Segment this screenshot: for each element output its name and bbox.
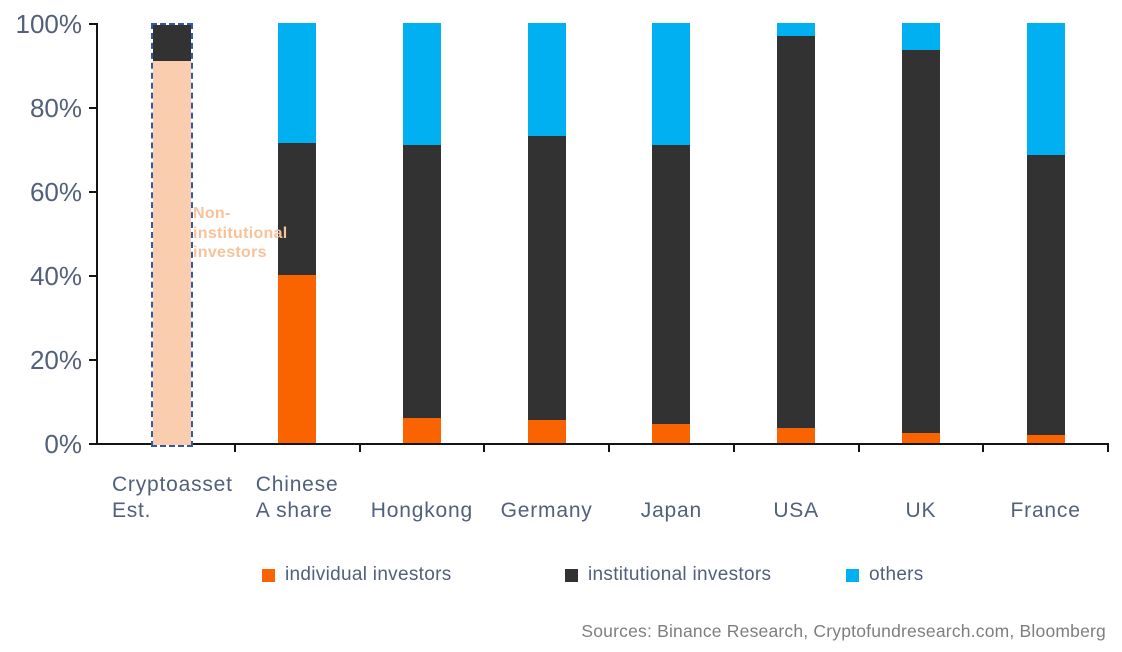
legend-label: institutional investors xyxy=(588,564,772,585)
segment-institutional-investors xyxy=(1026,155,1065,435)
x-axis-label-text: Japan xyxy=(640,498,702,522)
y-axis-tick xyxy=(89,23,97,25)
legend-item-individual-investors: individual investors xyxy=(262,564,452,586)
y-axis-tick-label: 80% xyxy=(29,93,82,123)
bar-hongkong xyxy=(402,23,441,443)
x-axis-tick xyxy=(1107,443,1109,452)
x-axis-label-france: France xyxy=(983,471,1108,523)
x-axis-tick xyxy=(857,443,860,452)
x-axis-label-hongkong: Hongkong xyxy=(360,471,485,523)
legend-swatch-icon xyxy=(262,568,275,582)
legend-item-others: others xyxy=(846,564,924,586)
x-axis-label-uk: UK xyxy=(859,471,984,523)
x-axis-tick xyxy=(608,443,610,452)
segment-institutional-investors xyxy=(527,136,566,420)
x-axis-label-cryptoasset-est: Cryptoasset Est. xyxy=(110,471,235,523)
y-axis-line xyxy=(96,23,98,444)
x-axis-label-germany: Germany xyxy=(484,471,609,523)
x-axis-label-text: Germany xyxy=(500,498,593,522)
bar-japan xyxy=(652,23,691,443)
segment-others xyxy=(278,23,317,143)
x-axis-label-text: France xyxy=(1010,498,1081,522)
bar-uk xyxy=(901,23,940,443)
y-axis-tick xyxy=(89,359,97,361)
x-axis-tick xyxy=(732,443,735,452)
segment-institutional-investors xyxy=(777,35,816,429)
x-axis-tick xyxy=(483,443,486,452)
segment-others xyxy=(402,23,441,145)
segment-institutional-investors xyxy=(278,142,317,275)
x-axis-line xyxy=(96,443,1109,445)
legend-label: others xyxy=(869,564,924,585)
segment-individual-investors xyxy=(402,417,441,443)
segment-institutional-investors xyxy=(153,25,192,61)
x-axis-label-text: UK xyxy=(905,498,937,522)
segment-individual-investors xyxy=(652,424,691,443)
x-axis-tick xyxy=(982,443,985,452)
segment-individual-investors xyxy=(278,275,317,443)
legend-swatch-icon xyxy=(846,568,859,582)
x-axis-tick xyxy=(358,443,361,452)
x-axis-label-text: Chinese A share xyxy=(255,473,339,522)
segment-individual-investors xyxy=(777,428,816,443)
y-axis-tick-label: 40% xyxy=(29,261,82,291)
x-axis-label-text: Hongkong xyxy=(370,498,473,522)
x-axis-label-usa: USA xyxy=(734,471,859,523)
y-axis-tick xyxy=(89,275,97,277)
y-axis-tick-label: 60% xyxy=(29,177,82,207)
segment-others xyxy=(777,23,816,36)
x-axis-label-text: USA xyxy=(773,498,819,522)
x-axis-tick xyxy=(233,443,236,452)
bar-cryptoasset-est xyxy=(151,23,194,447)
segment-individual-investors xyxy=(901,432,940,443)
segment-individual-investors xyxy=(527,419,566,443)
y-axis-tick xyxy=(89,191,97,193)
bar-chinese-a-share xyxy=(278,23,317,443)
bar-usa xyxy=(777,23,816,443)
x-axis-label-japan: Japan xyxy=(609,471,734,523)
source-note: Sources: Binance Research, Cryptofundres… xyxy=(581,621,1106,641)
y-axis-tick-label: 20% xyxy=(29,345,82,375)
segment-others xyxy=(652,23,691,145)
x-axis-label-chinese-a-share: Chinese A share xyxy=(235,471,360,523)
y-axis-tick xyxy=(89,107,97,109)
segment-institutional-investors xyxy=(901,50,940,433)
bar-france xyxy=(1026,23,1065,443)
y-axis-tick-label: 100% xyxy=(15,9,83,39)
segment-institutional-investors xyxy=(402,144,441,418)
y-axis-tick-label: 0% xyxy=(44,429,82,459)
bar-germany xyxy=(527,23,566,443)
segment-institutional-investors xyxy=(652,144,691,425)
segment-individual-investors xyxy=(1026,434,1065,443)
legend-swatch-icon xyxy=(565,568,578,582)
segment-non-institutional-investors xyxy=(153,60,192,445)
y-axis-tick xyxy=(89,443,97,445)
segment-others xyxy=(527,23,566,137)
non-institutional-annotation: Non-institutional investors xyxy=(193,205,288,261)
segment-others xyxy=(901,23,940,51)
legend-item-institutional-investors: institutional investors xyxy=(565,564,771,586)
legend-label: individual investors xyxy=(285,564,452,585)
segment-others xyxy=(1026,23,1065,156)
x-axis-label-text: Cryptoasset Est. xyxy=(111,473,233,522)
